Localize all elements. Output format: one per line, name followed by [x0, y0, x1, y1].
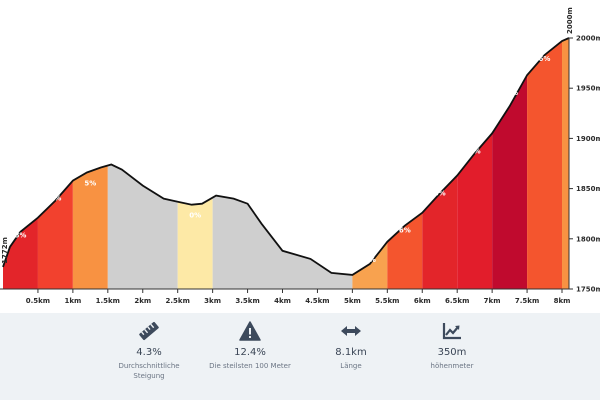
- grade-segment: [212, 38, 353, 289]
- x-tick-label: 6km: [414, 297, 431, 305]
- stat-average-grade: 4.3% Durchschnittliche Steigung: [84, 319, 214, 381]
- grade-label: 8%: [15, 232, 27, 240]
- average-grade-value: 4.3%: [136, 347, 162, 358]
- steepest-100m-value: 12.4%: [234, 347, 266, 358]
- grade-label: 9%: [469, 147, 481, 155]
- grade-segment: [492, 38, 528, 289]
- trend-chart-icon: [387, 319, 517, 343]
- x-tick-label: 4.5km: [305, 297, 329, 305]
- grade-segment: [352, 38, 388, 289]
- grade-label: 10%: [501, 89, 518, 97]
- x-tick-label: 6.5km: [445, 297, 469, 305]
- warning-icon: [185, 319, 315, 343]
- x-tick-label: 3.5km: [235, 297, 259, 305]
- horizontal-arrows-icon: [286, 319, 416, 343]
- grade-label: 7%: [49, 195, 61, 203]
- y-tick-label: 1850m: [576, 185, 600, 193]
- grade-segment: [527, 38, 563, 289]
- length-label: Länge: [340, 362, 362, 370]
- grade-segment: [107, 38, 178, 289]
- x-tick-label: 2.5km: [166, 297, 190, 305]
- end-elevation-label: 2000m: [566, 7, 574, 34]
- grade-label: 6%: [539, 55, 551, 63]
- start-elevation-label: 1772m: [1, 237, 9, 264]
- x-tick-label: 1km: [64, 297, 81, 305]
- elevation-gain-label: höhenmeter: [430, 362, 474, 370]
- y-tick-label: 1900m: [576, 135, 600, 143]
- y-axis: 1750m 1800m 1850m 1900m 1950m 2000m: [568, 35, 600, 294]
- x-tick-label: 8km: [554, 297, 571, 305]
- elevation-line: [2, 37, 570, 276]
- grade-label: 6%: [399, 227, 411, 235]
- stat-elevation-gain: 350m höhenmeter: [387, 319, 517, 371]
- grade-segment: [562, 38, 569, 289]
- grade-labels: 8% 7% 5% 0% 4% 6% 8% 9% 10% 6%: [15, 55, 551, 264]
- average-grade-label-line1: Durchschnittliche: [118, 362, 180, 370]
- x-tick-label: 1.5km: [96, 297, 120, 305]
- y-tick-label: 1950m: [576, 85, 600, 93]
- grade-label: 4%: [364, 256, 376, 264]
- grade-label: 5%: [84, 180, 96, 188]
- grade-segment: [457, 38, 493, 289]
- x-tick-label: 7km: [484, 297, 501, 305]
- grade-segment: [387, 38, 423, 289]
- stats-bar: 4.3% Durchschnittliche Steigung 12.4% Di…: [0, 313, 600, 400]
- y-tick-label: 1750m: [576, 286, 600, 294]
- x-axis: 0.5km 1km 1.5km 2km 2.5km 3km 3.5km 4km 4.5km 5km…: [0, 288, 571, 305]
- length-value: 8.1km: [335, 347, 367, 358]
- grade-segment: [72, 38, 108, 289]
- x-tick-label: 4km: [274, 297, 291, 305]
- y-tick-label: 1800m: [576, 235, 600, 243]
- ruler-icon: [84, 319, 214, 343]
- grade-segment: [177, 38, 213, 289]
- x-tick-label: 5.5km: [375, 297, 399, 305]
- average-grade-label: Durchschnittliche Steigung: [84, 361, 214, 381]
- average-grade-label-line2: Steigung: [133, 372, 165, 380]
- stat-steepest-100m: 12.4% Die steilsten 100 Meter: [185, 319, 315, 371]
- grade-label: 8%: [434, 190, 446, 198]
- elevation-profile-chart: 8% 7% 5% 0% 4% 6% 8% 9% 10% 6% 0.5km 1km 1.5km 2km 2.…: [0, 7, 600, 305]
- grade-segments: [3, 38, 569, 289]
- x-tick-label: 7.5km: [515, 297, 539, 305]
- x-tick-label: 5km: [344, 297, 361, 305]
- y-tick-label: 2000m: [576, 35, 600, 43]
- grade-segment: [422, 38, 458, 289]
- grade-label: 0%: [189, 212, 201, 220]
- x-tick-label: 3km: [204, 297, 221, 305]
- x-tick-label: 2km: [134, 297, 151, 305]
- stat-length: 8.1km Länge: [286, 319, 416, 371]
- x-tick-label: 0.5km: [26, 297, 50, 305]
- steepest-100m-label: Die steilsten 100 Meter: [209, 362, 291, 370]
- grade-segment: [37, 38, 73, 289]
- elevation-gain-value: 350m: [437, 347, 467, 358]
